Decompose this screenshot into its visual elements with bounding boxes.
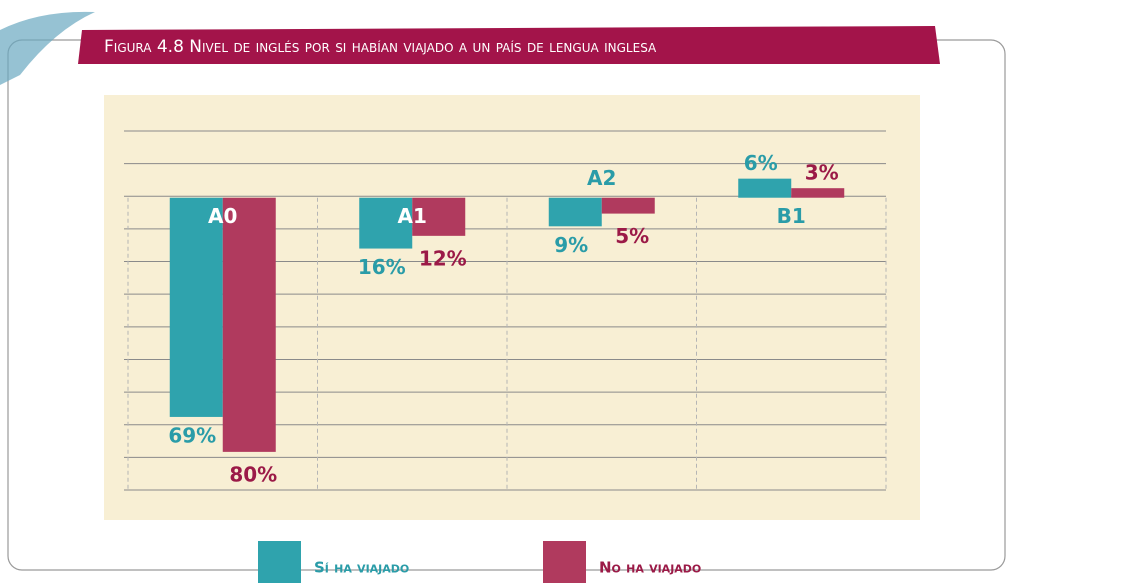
bar: [549, 198, 602, 227]
legend: Sí ha viajado No ha viajado: [258, 541, 701, 583]
value-label: 3%: [805, 161, 839, 185]
page: {"chart_data": {"type": "bar", "title": …: [0, 0, 1129, 583]
chart: Figura 4.8 Nivel de inglés por si habían…: [0, 0, 1129, 583]
value-label: 9%: [554, 233, 588, 257]
value-label: 80%: [229, 462, 277, 486]
value-label: 12%: [419, 246, 467, 270]
category-label: A2: [587, 166, 616, 190]
legend-swatch: [543, 541, 586, 583]
legend-label: Sí ha viajado: [314, 559, 409, 577]
category-label: A1: [398, 204, 427, 228]
bar: [602, 198, 655, 214]
bar: [223, 198, 276, 452]
value-label: 69%: [168, 423, 216, 447]
legend-swatch: [258, 541, 301, 583]
category-label: A0: [208, 204, 237, 228]
value-label: 5%: [615, 224, 649, 248]
chart-title: Figura 4.8 Nivel de inglés por si habían…: [104, 37, 657, 57]
legend-label: No ha viajado: [599, 559, 701, 577]
value-label: 6%: [744, 151, 778, 175]
bar: [738, 179, 791, 198]
bar: [170, 198, 223, 417]
bar: [791, 188, 844, 198]
value-label: 16%: [358, 255, 406, 279]
category-label: B1: [777, 204, 806, 228]
